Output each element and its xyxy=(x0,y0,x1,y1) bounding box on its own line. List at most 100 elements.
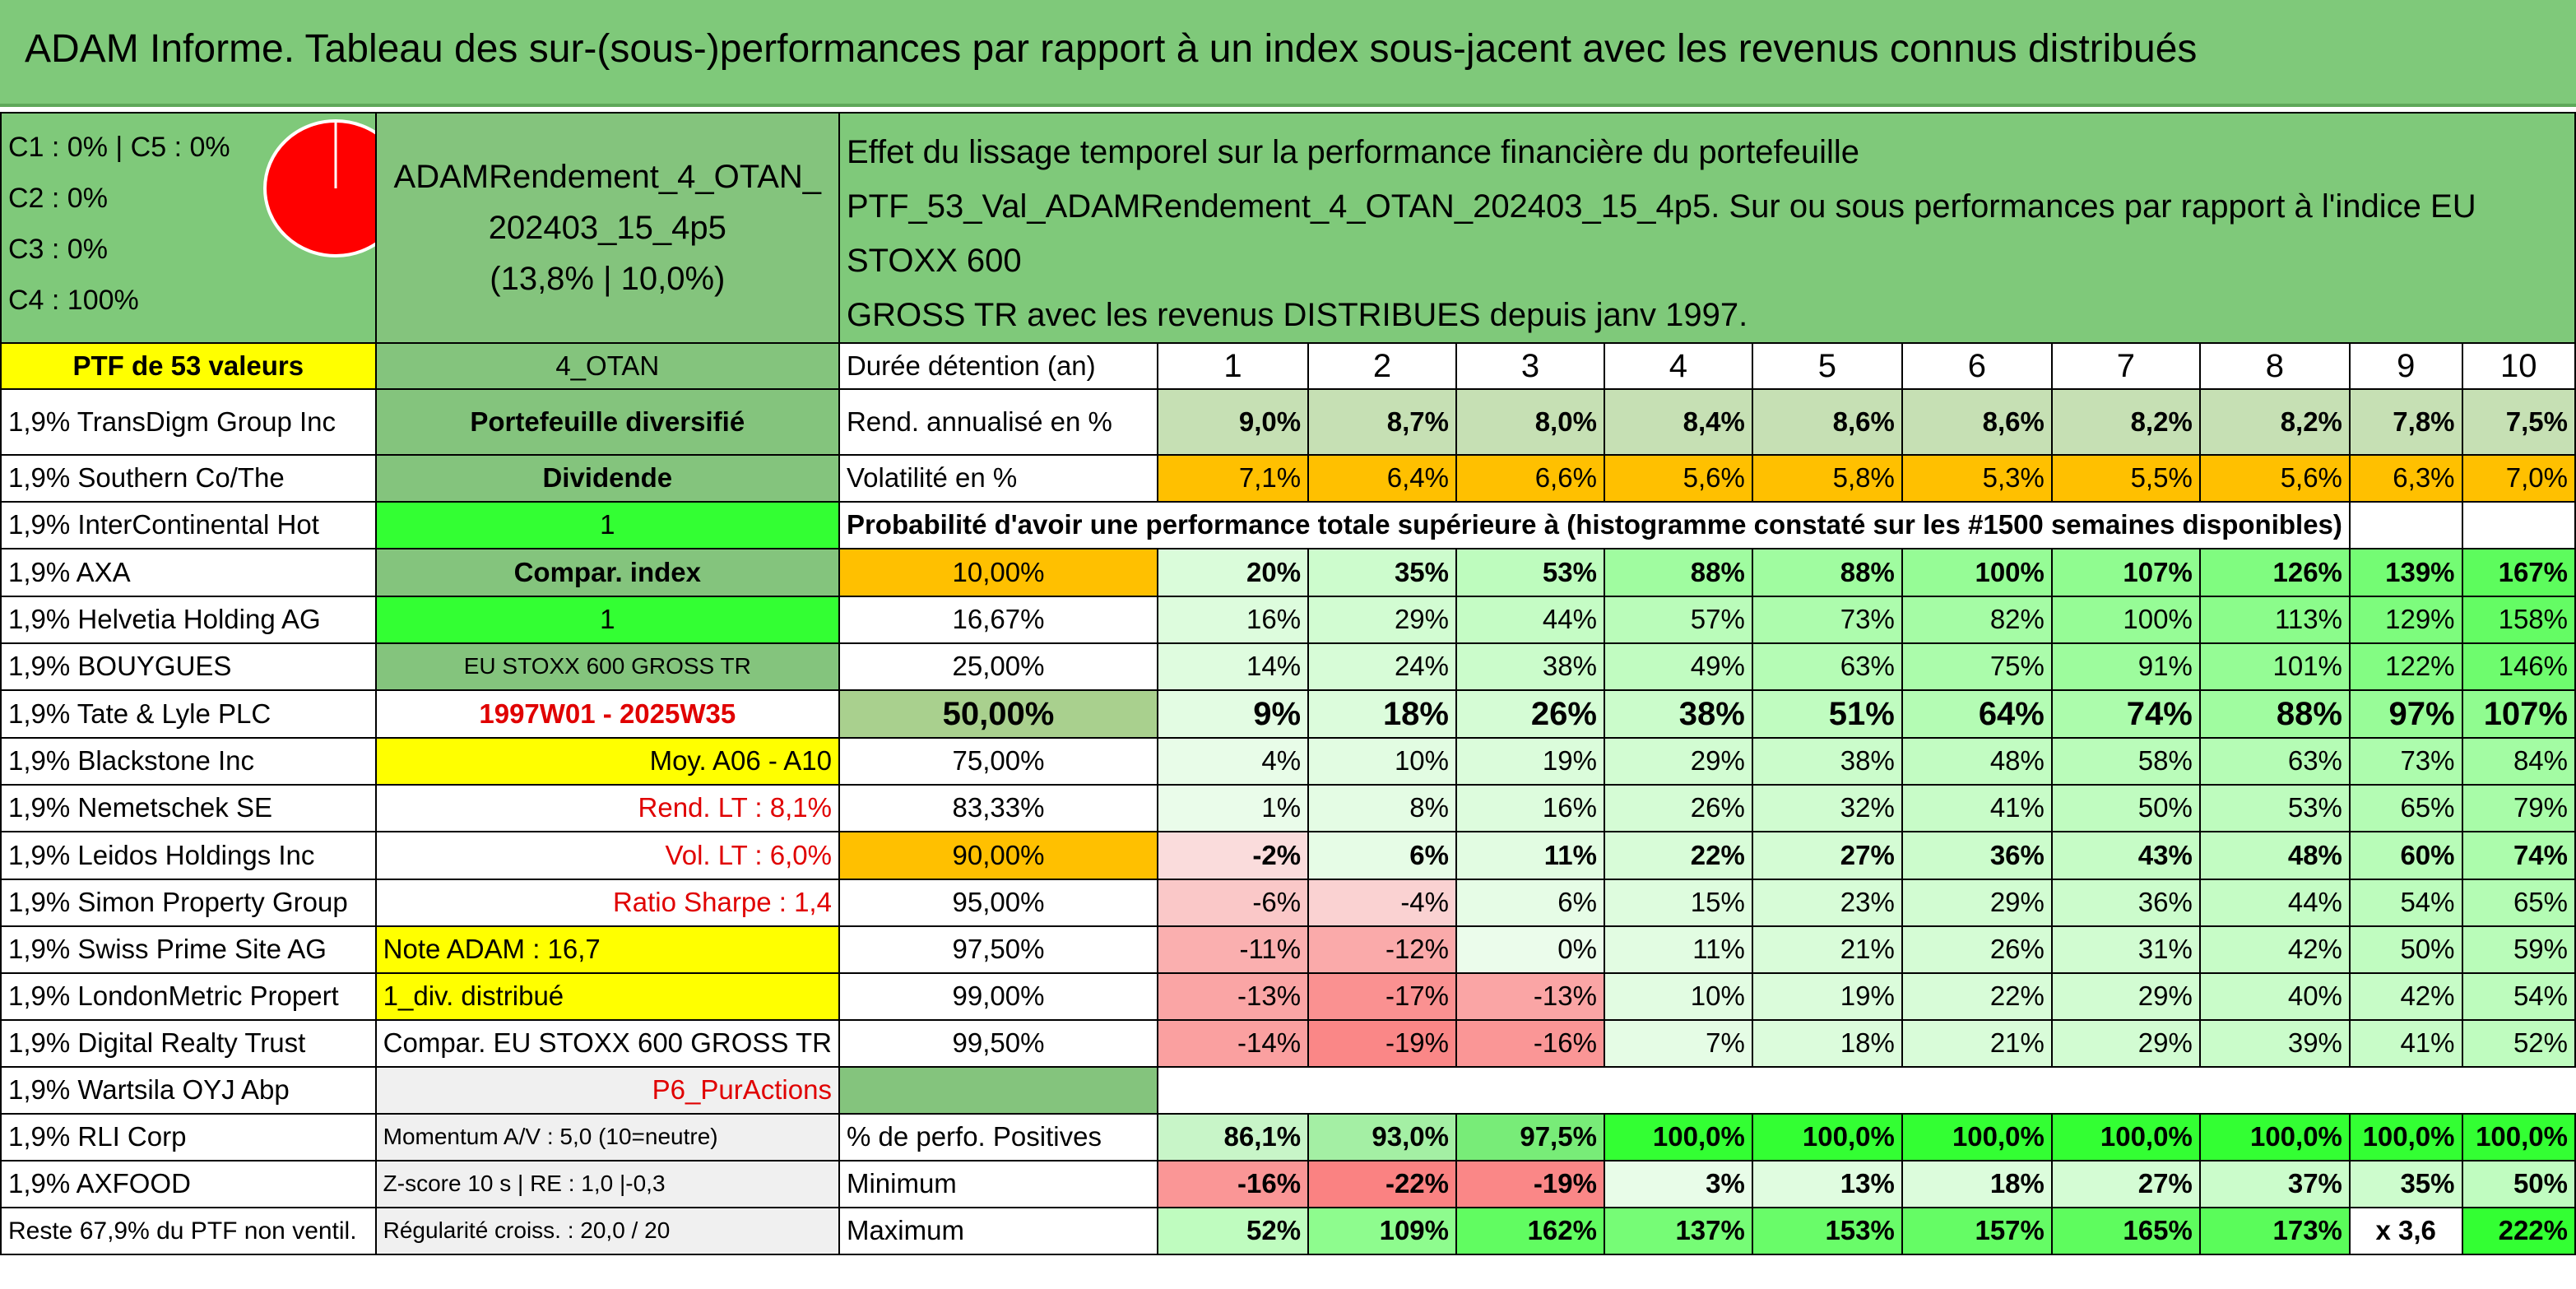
probability-value: 10% xyxy=(1307,737,1457,786)
probability-value: 16% xyxy=(1455,784,1605,832)
return-value: 8,6% xyxy=(1901,388,2053,456)
empty-cell xyxy=(2348,501,2463,549)
probability-value: 73% xyxy=(2348,737,2463,786)
probability-value: -2% xyxy=(1157,831,1310,880)
empty-green-cell xyxy=(838,1066,1159,1115)
portfolio-code: 4_OTAN xyxy=(374,342,840,390)
probability-value: 53% xyxy=(1455,548,1605,597)
positive-value: 100,0% xyxy=(2198,1113,2351,1161)
holding-row: 1,9% Simon Property Group xyxy=(0,879,377,927)
momentum: Momentum A/V : 5,0 (10=neutre) xyxy=(374,1113,840,1161)
maximum-value: 162% xyxy=(1455,1207,1605,1255)
return-value: 8,2% xyxy=(2198,388,2351,456)
probability-value: 79% xyxy=(2461,784,2576,832)
probability-value: 53% xyxy=(2198,784,2351,832)
probability-value: 11% xyxy=(1603,925,1753,974)
probability-value: 23% xyxy=(1751,879,1903,927)
probability-value: 0% xyxy=(1455,925,1605,974)
probability-value: 60% xyxy=(2348,831,2463,880)
minimum-value: -22% xyxy=(1307,1160,1457,1208)
holding-row: 1,9% AXFOOD xyxy=(0,1160,377,1208)
probability-value: 113% xyxy=(2198,596,2351,644)
probability-value: 4% xyxy=(1157,737,1310,786)
compar-index-value: 1 xyxy=(374,596,840,644)
percentile-label: 16,67% xyxy=(838,596,1159,644)
holding-row: 1,9% Helvetia Holding AG xyxy=(0,596,377,644)
volatility-value: 7,0% xyxy=(2461,454,2576,503)
holding-row: 1,9% Blackstone Inc xyxy=(0,737,377,786)
probability-value: 26% xyxy=(1901,925,2053,974)
holding-row: 1,9% Nemetschek SE xyxy=(0,784,377,832)
probability-value: 18% xyxy=(1307,689,1457,739)
holding-row: Reste 67,9% du PTF non ventil. xyxy=(0,1207,377,1255)
return-value: 7,8% xyxy=(2348,388,2463,456)
volatility-value: 5,8% xyxy=(1751,454,1903,503)
year-header: 3 xyxy=(1455,342,1605,390)
holdings-header: PTF de 53 valeurs xyxy=(0,342,377,390)
holding-row: 1,9% LondonMetric Propert xyxy=(0,972,377,1021)
probability-value: 167% xyxy=(2461,548,2576,597)
probability-value: 38% xyxy=(1751,737,1903,786)
year-header: 6 xyxy=(1901,342,2053,390)
probability-value: 82% xyxy=(1901,596,2053,644)
percentile-label: 83,33% xyxy=(838,784,1159,832)
year-header: 5 xyxy=(1751,342,1903,390)
probability-value: 126% xyxy=(2198,548,2351,597)
maximum-value: 157% xyxy=(1901,1207,2053,1255)
percentile-label: 99,00% xyxy=(838,972,1159,1021)
probability-value: 50% xyxy=(2050,784,2201,832)
percentile-label: 10,00% xyxy=(838,548,1159,597)
title-bar: ADAM Informe. Tableau des sur-(sous-)per… xyxy=(0,0,2576,107)
maximum-value: 173% xyxy=(2198,1207,2351,1255)
probability-value: 158% xyxy=(2461,596,2576,644)
long-term-return: Rend. LT : 8,1% xyxy=(374,784,840,832)
year-header: 1 xyxy=(1157,342,1310,390)
return-value: 8,0% xyxy=(1455,388,1605,456)
probability-value: -12% xyxy=(1307,925,1457,974)
return-value: 8,4% xyxy=(1603,388,1753,456)
positive-value: 97,5% xyxy=(1455,1113,1605,1161)
maximum-label: Maximum xyxy=(838,1207,1159,1255)
volatility-value: 6,4% xyxy=(1307,454,1457,503)
percentile-label: 95,00% xyxy=(838,879,1159,927)
probability-value: 27% xyxy=(1751,831,1903,880)
maximum-value: 137% xyxy=(1603,1207,1753,1255)
holding-row: 1,9% RLI Corp xyxy=(0,1113,377,1161)
allocation-legend: C1 : 0% | C5 : 0% C2 : 0% C3 : 0% C4 : 100% xyxy=(0,112,377,344)
probability-value: 36% xyxy=(1901,831,2053,880)
year-header: 2 xyxy=(1307,342,1457,390)
volatility-value: 5,6% xyxy=(1603,454,1753,503)
volatility-label: Volatilité en % xyxy=(838,454,1159,503)
maximum-value: 109% xyxy=(1307,1207,1457,1255)
probability-value: 29% xyxy=(2050,972,2201,1021)
probability-value: 8% xyxy=(1307,784,1457,832)
holding-row: 1,9% InterContinental Hot xyxy=(0,501,377,549)
probability-value: 32% xyxy=(1751,784,1903,832)
probability-value: 146% xyxy=(2461,642,2576,691)
volatility-value: 5,6% xyxy=(2198,454,2351,503)
probability-value: 107% xyxy=(2461,689,2576,739)
probability-value: 29% xyxy=(1603,737,1753,786)
pie-slice-c4 xyxy=(263,119,374,257)
probability-value: 7% xyxy=(1603,1019,1753,1068)
percentile-label: 99,50% xyxy=(838,1019,1159,1068)
probability-value: 42% xyxy=(2348,972,2463,1021)
volatility-value: 6,6% xyxy=(1455,454,1605,503)
legend-line: C3 : 0% xyxy=(8,234,108,265)
probability-value: 21% xyxy=(1751,925,1903,974)
probability-value: 26% xyxy=(1455,689,1605,739)
probability-value: 97% xyxy=(2348,689,2463,739)
year-header: 7 xyxy=(2050,342,2201,390)
probability-value: 49% xyxy=(1603,642,1753,691)
probability-value: 21% xyxy=(1901,1019,2053,1068)
probability-value: 74% xyxy=(2461,831,2576,880)
minimum-value: 50% xyxy=(2461,1160,2576,1208)
probability-value: 42% xyxy=(2198,925,2351,974)
probability-value: -19% xyxy=(1307,1019,1457,1068)
sharpe-ratio: Ratio Sharpe : 1,4 xyxy=(374,879,840,927)
portfolio-name-line: 202403_15_4p5 xyxy=(488,210,726,246)
return-value: 8,2% xyxy=(2050,388,2201,456)
minimum-value: 27% xyxy=(2050,1160,2201,1208)
report-title: ADAM Informe. Tableau des sur-(sous-)per… xyxy=(25,27,2198,71)
empty-cell xyxy=(2461,501,2576,549)
